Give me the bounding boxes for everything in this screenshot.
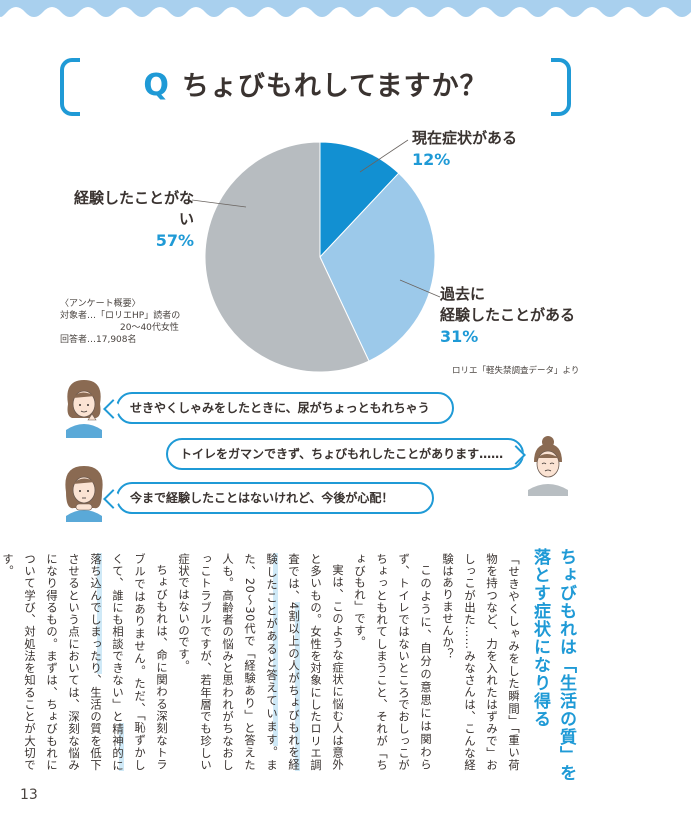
speech-bubble-1: せきやくしゃみをしたときに、尿がちょっともれちゃう (116, 392, 454, 424)
article-heading: ちょびもれは「生活の質」を落とす症状になり得る (530, 548, 576, 782)
right-bracket (551, 58, 571, 116)
woman-bob-hair-avatar (66, 380, 102, 438)
p3-text-a: 実は、このような症状に悩む人は意外と多いもの。女性を対象にしたロリエ調査では、 (287, 553, 344, 771)
pie-slice-2 (319, 172, 436, 362)
label-past-text-2: 経験したことがある (440, 306, 576, 324)
speech-bubble-2: トイレをガマンできず、ちょびもれしたことがあります…… (166, 438, 524, 470)
speech-bubble-3: 今まで経験したことはないけれど、今後が心配！ (116, 482, 434, 514)
title-text: ちょびもれしてますか？ (181, 71, 488, 102)
article-body: 「せきやくしゃみをした瞬間」「重い荷物を持つなど、力を入れたはずみで」おしっこが… (1, 553, 524, 771)
survey-pie-chart (204, 141, 436, 373)
survey-line-4: 回答者…17,908名 (60, 335, 137, 345)
woman-bun-hair-avatar (528, 436, 568, 496)
label-current: 現在症状がある 12% (412, 128, 517, 170)
page-number: 13 (20, 787, 38, 803)
label-past-text-1: 過去に (440, 285, 486, 303)
label-never-text: 経験したことがない (73, 189, 194, 228)
data-source: ロリエ「軽失禁調査データ」より (452, 366, 580, 376)
label-never: 経験したことがない 57% (62, 188, 194, 251)
page-title: Q ちょびもれしてますか？ (60, 64, 571, 103)
label-past: 過去に 経験したことがある 31% (440, 284, 575, 347)
label-never-pct: 57% (155, 231, 194, 250)
p4-text-b: 、生活の質を低下させるという点においては、深刻な悩みになり得るもの。まずは、ちょ… (1, 553, 102, 771)
question-title-box: Q ちょびもれしてますか？ (60, 58, 571, 116)
article-paragraph-3: 実は、このような症状に悩む人は意外と多いもの。女性を対象にしたロリエ調査では、4… (172, 553, 348, 771)
article-paragraph-2: このように、自分の意思には関わらず、トイレではないところでおしっこがちょっともれ… (353, 553, 432, 771)
label-current-text: 現在症状がある (412, 129, 518, 147)
label-current-pct: 12% (412, 150, 451, 169)
survey-overview: 〈アンケート概要〉 対象者…「ロリエHP」読者の 20～40代女性 回答者…17… (60, 298, 180, 346)
survey-line-3: 20～40代女性 (120, 323, 179, 333)
q-mark: Q (143, 68, 170, 103)
pie-slice-3 (204, 141, 370, 373)
article-paragraph-4: ちょびもれは、命に関わる深刻なトラブルではありません。ただ、「恥ずかしくて、誰に… (0, 553, 172, 771)
p4-text-a: ちょびもれは、命に関わる深刻なトラブルではありません。ただ、「恥ずかしくて、誰に… (111, 553, 168, 771)
survey-line-1: 〈アンケート概要〉 (60, 299, 141, 309)
label-past-pct: 31% (440, 327, 479, 346)
top-wave-band (0, 0, 691, 17)
bubble-1-text: せきやくしゃみをしたときに、尿がちょっともれちゃう (130, 401, 430, 415)
woman-long-hair-avatar (65, 466, 103, 522)
article-paragraph-1: 「せきやくしゃみをした瞬間」「重い荷物を持つなど、力を入れたはずみで」おしっこが… (441, 553, 520, 771)
p3-text-b: 。また、20～30代で「経験あり」と答えた人も。高齢者の悩みと思われがちなおしっ… (177, 553, 278, 771)
bubble-2-text: トイレをガマンできず、ちょびもれしたことがあります…… (180, 447, 504, 461)
bubble-3-text: 今まで経験したことはないけれど、今後が心配！ (130, 491, 394, 505)
survey-line-2: 対象者…「ロリエHP」読者の (60, 311, 181, 321)
left-bracket (60, 58, 80, 116)
